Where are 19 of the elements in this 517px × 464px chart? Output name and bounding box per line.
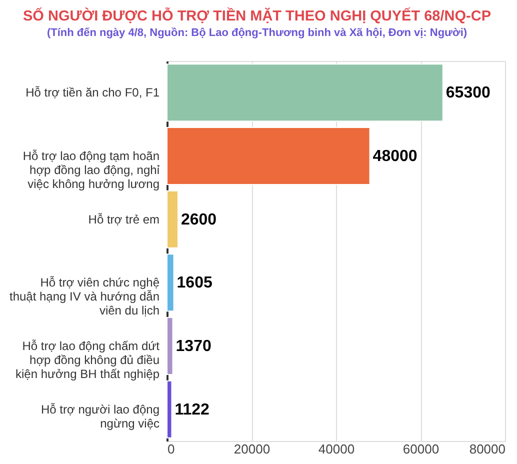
chart-subtitle: (Tính đến ngày 4/8, Nguồn: Bộ Lao động-Thương binh và Xã hội, Đơn vị: Người) [46,27,468,39]
data-label: 1370 [176,338,212,355]
x-tick-label: 80000 [469,442,506,456]
data-label: 1605 [176,274,212,292]
y-tick-label: Hỗ trợ viên chức nghệ thuật hạng IV và hướng dẫn viên du lịch [9,276,160,318]
x-tick-label: 40000 [318,442,355,456]
y-tick-label: Hỗ trợ người lao động ngừng việc [41,402,160,430]
y-tick-label: Hỗ trợ lao động tạm hoãn hợp đồng lao động, nghỉ việc không hưởng lương [22,149,160,191]
y-tick-label: Hỗ trợ lao động chấm dứt hợp đồng không đủ điều kiện hưởng BH thất nghiệp [16,339,160,381]
data-label: 48000 [372,148,418,165]
data-label: 2600 [180,211,217,228]
x-tick-label: 0 [168,442,175,456]
data-label: 65300 [446,84,490,102]
y-tick-label: Hỗ trợ tiền ăn cho F0, F1 [26,86,160,100]
chart-title: SỐ NGƯỜI ĐƯỢC HỖ TRỢ TIỀN MẶT THEO NGHỊ QUYẾT 68/NQ-CP [22,8,492,24]
x-tick-label: 20000 [234,442,270,456]
y-tick-label: Hỗ trợ trẻ em [88,212,160,226]
x-tick-label: 60000 [402,442,440,456]
data-label: 1122 [174,401,210,418]
